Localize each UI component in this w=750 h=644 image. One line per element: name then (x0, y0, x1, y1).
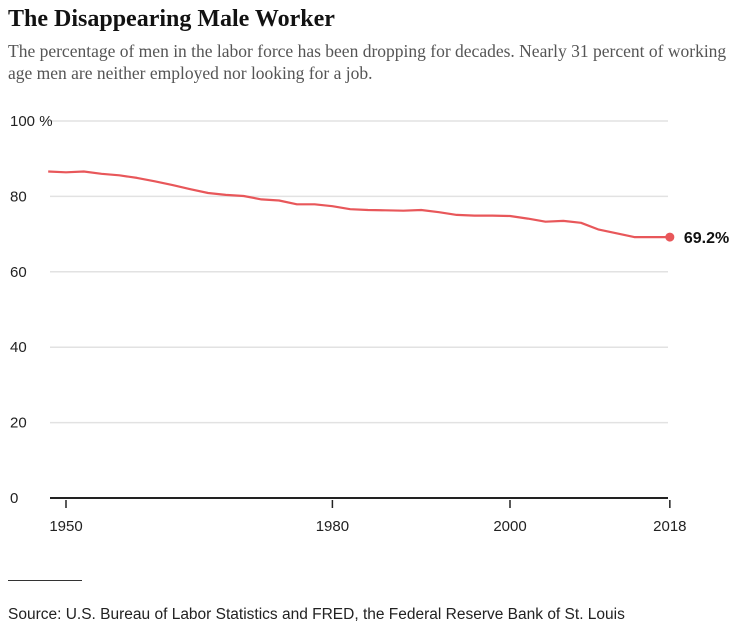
y-tick-label: 40 (10, 339, 27, 356)
x-tick-label: 1950 (49, 518, 82, 535)
line-chart: 100 % 80 60 40 20 0 1950 1980 2000 2018 69.2% (10, 113, 729, 535)
divider (8, 580, 82, 581)
end-point-marker (665, 232, 675, 242)
y-tick-label: 80 (10, 188, 27, 205)
x-tick-label: 2018 (653, 518, 686, 535)
y-tick-label: 20 (10, 415, 27, 432)
chart-title: The Disappearing Male Worker (8, 6, 335, 32)
y-tick-label: 100 % (10, 113, 53, 130)
x-tick-label: 2000 (493, 518, 526, 535)
x-tick-label: 1980 (316, 518, 349, 535)
series-line (48, 170, 670, 239)
y-tick-label: 60 (10, 264, 27, 281)
end-value-label: 69.2% (684, 230, 729, 247)
chart-subtitle: The percentage of men in the labor force… (8, 41, 727, 83)
source-note: Source: U.S. Bureau of Labor Statistics … (8, 606, 625, 623)
y-tick-label: 0 (10, 490, 18, 507)
